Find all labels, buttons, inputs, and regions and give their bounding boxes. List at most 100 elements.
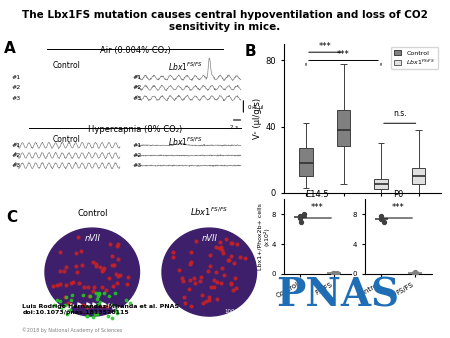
Point — [114, 257, 121, 262]
Point — [377, 216, 384, 221]
Text: A: A — [4, 41, 16, 55]
Point — [221, 272, 228, 278]
Point — [212, 244, 219, 249]
Text: $Lbx1^{FS/FS}$: $Lbx1^{FS/FS}$ — [168, 135, 203, 148]
Text: #2: #2 — [132, 86, 142, 90]
Point — [104, 313, 111, 318]
Point — [50, 309, 58, 315]
Point — [99, 301, 107, 307]
Point — [412, 271, 419, 276]
Y-axis label: Lbx1+/Phox2b+ cells
(x10²): Lbx1+/Phox2b+ cells (x10²) — [258, 203, 270, 270]
Point — [53, 298, 60, 303]
Text: Hypercapnia (8% CO₂): Hypercapnia (8% CO₂) — [88, 125, 182, 134]
Point — [331, 271, 338, 276]
Point — [186, 262, 194, 267]
Point — [169, 255, 176, 260]
Point — [220, 251, 227, 256]
Point — [89, 314, 96, 319]
Text: P0: P0 — [158, 225, 167, 231]
Point — [187, 277, 194, 283]
Text: #2: #2 — [132, 153, 142, 158]
Text: $Lbx1^{FS/FS}$: $Lbx1^{FS/FS}$ — [190, 205, 229, 218]
Point — [124, 274, 131, 280]
Point — [213, 279, 220, 284]
Point — [53, 283, 60, 288]
Point — [112, 271, 120, 276]
Text: #1: #1 — [132, 75, 142, 80]
Point — [103, 303, 110, 309]
Point — [100, 301, 108, 307]
Point — [116, 306, 123, 311]
Point — [79, 292, 86, 297]
Point — [69, 292, 76, 297]
Point — [202, 298, 210, 304]
Point — [63, 306, 70, 311]
Text: #3: #3 — [132, 96, 142, 100]
Point — [64, 311, 71, 317]
Text: Control: Control — [53, 61, 81, 70]
Point — [227, 281, 234, 286]
Text: nVII: nVII — [201, 234, 217, 243]
Point — [90, 288, 97, 294]
Point — [89, 303, 96, 309]
Point — [69, 279, 76, 285]
Text: #3: #3 — [12, 96, 21, 100]
Point — [96, 299, 104, 305]
Point — [216, 245, 223, 251]
Point — [57, 268, 64, 274]
Point — [109, 254, 116, 259]
Point — [225, 258, 233, 263]
Point — [65, 301, 72, 307]
Point — [80, 284, 87, 289]
Text: ***: *** — [392, 203, 405, 212]
Point — [117, 272, 124, 277]
Point — [86, 293, 94, 298]
FancyBboxPatch shape — [412, 168, 425, 185]
Point — [108, 315, 116, 321]
Point — [124, 307, 131, 313]
Point — [50, 302, 58, 308]
Point — [95, 290, 103, 295]
Point — [74, 234, 81, 240]
Point — [77, 249, 84, 254]
Point — [92, 264, 99, 269]
Point — [232, 285, 239, 291]
Text: Control: Control — [77, 209, 108, 218]
Point — [212, 269, 220, 275]
Point — [63, 294, 70, 299]
Point — [296, 215, 303, 221]
Point — [79, 262, 86, 268]
Point — [66, 304, 73, 309]
Point — [218, 265, 225, 271]
Point — [72, 250, 80, 256]
Point — [381, 219, 388, 224]
Point — [67, 280, 74, 285]
Text: $Lbx1^{FS/FS}$: $Lbx1^{FS/FS}$ — [168, 61, 203, 73]
Point — [237, 254, 244, 260]
Point — [96, 291, 103, 297]
Point — [169, 249, 176, 255]
Text: nVII: nVII — [84, 234, 100, 243]
Point — [227, 241, 234, 246]
Text: ***: *** — [311, 203, 324, 212]
Text: #3: #3 — [132, 163, 142, 168]
Point — [76, 301, 83, 307]
Point — [207, 263, 214, 269]
Point — [176, 267, 183, 273]
Y-axis label: Vᶜ (μl/g/s): Vᶜ (μl/g/s) — [253, 98, 262, 139]
Point — [61, 294, 68, 300]
FancyBboxPatch shape — [337, 110, 350, 146]
Point — [108, 263, 116, 268]
Point — [205, 294, 212, 299]
Point — [213, 296, 220, 302]
Title: P0: P0 — [393, 190, 404, 199]
Point — [179, 279, 186, 284]
Point — [191, 275, 198, 281]
Point — [410, 270, 418, 276]
Point — [58, 306, 65, 311]
Point — [200, 300, 207, 305]
Point — [228, 241, 235, 246]
Point — [92, 290, 99, 295]
Point — [92, 262, 99, 267]
Point — [216, 239, 223, 244]
